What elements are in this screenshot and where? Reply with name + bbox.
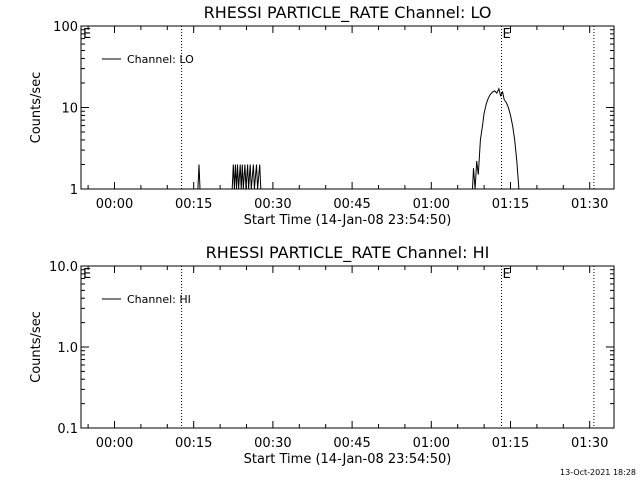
- x-tick-label: 00:45: [333, 197, 370, 212]
- corner-label: E: [83, 267, 91, 282]
- legend-label: Channel: LO: [127, 53, 194, 66]
- x-tick-label: 01:15: [492, 436, 529, 451]
- y-tick-label: 10: [61, 102, 78, 117]
- y-tick-label: 10.0: [49, 260, 78, 275]
- y-tick-label: 100: [53, 20, 78, 35]
- chart-panel-lo: RHESSI PARTICLE_RATE Channel: LO 00:00 00:…: [29, 3, 615, 228]
- x-tick-label: 01:15: [492, 197, 529, 212]
- y-tick-label: 1.0: [57, 341, 78, 356]
- y-tick-label: 0.1: [57, 422, 78, 437]
- x-tick-label: 00:30: [254, 436, 291, 451]
- x-tick-label: 01:00: [413, 436, 450, 451]
- x-axis-label: Start Time (14-Jan-08 23:54:50): [244, 213, 452, 228]
- x-tick-label: 01:30: [571, 436, 608, 451]
- legend-label: Channel: HI: [127, 293, 191, 306]
- x-tick-label: 00:00: [96, 197, 133, 212]
- x-tick-label: 00:15: [175, 197, 212, 212]
- x-tick-label: 00:30: [254, 197, 291, 212]
- x-tick-label: 01:00: [413, 197, 450, 212]
- time-marker-label: E: [503, 267, 511, 282]
- series-line: [197, 87, 520, 190]
- x-tick-label: 00:15: [175, 436, 212, 451]
- time-marker-label: E: [503, 27, 511, 42]
- x-axis-label: Start Time (14-Jan-08 23:54:50): [244, 452, 452, 467]
- chart-panel-hi: RHESSI PARTICLE_RATE Channel: HI 00:00 00:…: [29, 243, 615, 467]
- footer-timestamp: 13-Oct-2021 18:28: [560, 468, 636, 477]
- x-tick-label: 00:00: [96, 436, 133, 451]
- y-axis-label: Counts/sec: [29, 311, 44, 383]
- x-tick-label: 00:45: [333, 436, 370, 451]
- chart-title: RHESSI PARTICLE_RATE Channel: HI: [206, 243, 490, 263]
- y-axis-label: Counts/sec: [29, 72, 44, 144]
- x-tick-label: 01:30: [571, 197, 608, 212]
- chart-title: RHESSI PARTICLE_RATE Channel: LO: [204, 3, 492, 23]
- corner-label: E: [83, 27, 91, 42]
- y-tick-label: 1: [70, 183, 78, 198]
